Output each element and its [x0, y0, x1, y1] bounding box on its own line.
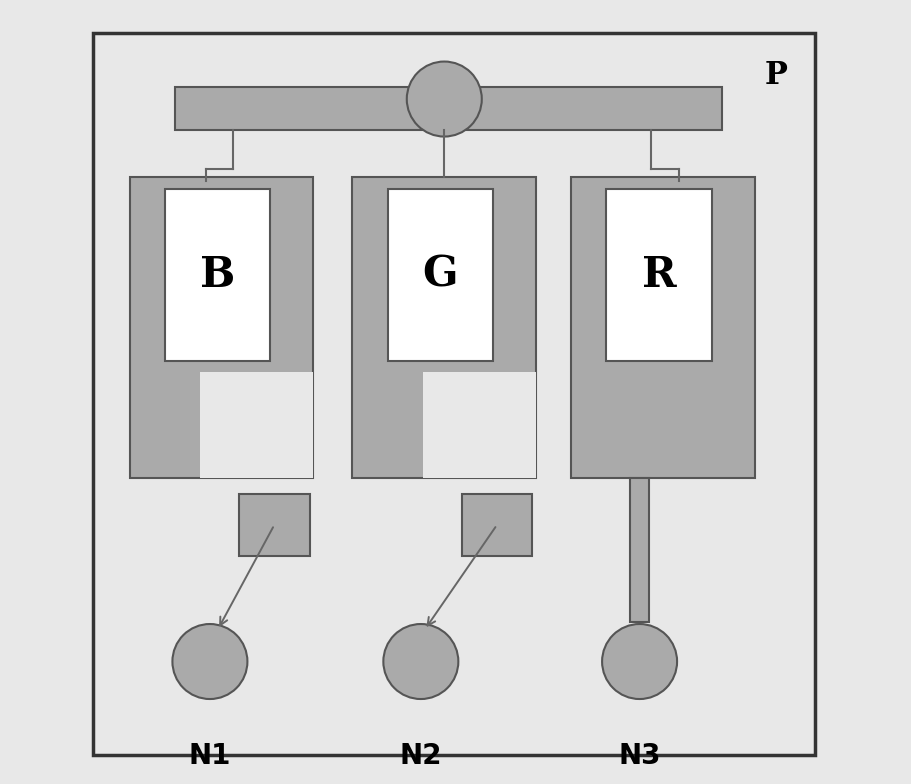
Bar: [570, 177, 754, 478]
Bar: [239, 494, 309, 556]
Circle shape: [406, 61, 481, 136]
Bar: [129, 177, 313, 478]
Circle shape: [383, 624, 458, 699]
Text: N1: N1: [189, 742, 230, 770]
Bar: [630, 478, 649, 622]
Bar: [387, 189, 493, 361]
Text: B: B: [200, 254, 235, 296]
Text: R: R: [641, 254, 676, 296]
Bar: [165, 189, 271, 361]
Text: N2: N2: [399, 742, 442, 770]
Bar: [353, 177, 536, 478]
Bar: [175, 87, 721, 130]
Bar: [606, 189, 711, 361]
Circle shape: [172, 624, 247, 699]
Bar: [200, 372, 313, 478]
Circle shape: [601, 624, 676, 699]
Bar: [423, 372, 536, 478]
Text: G: G: [422, 254, 457, 296]
Text: N3: N3: [618, 742, 660, 770]
Bar: [461, 494, 532, 556]
Text: P: P: [764, 60, 787, 91]
